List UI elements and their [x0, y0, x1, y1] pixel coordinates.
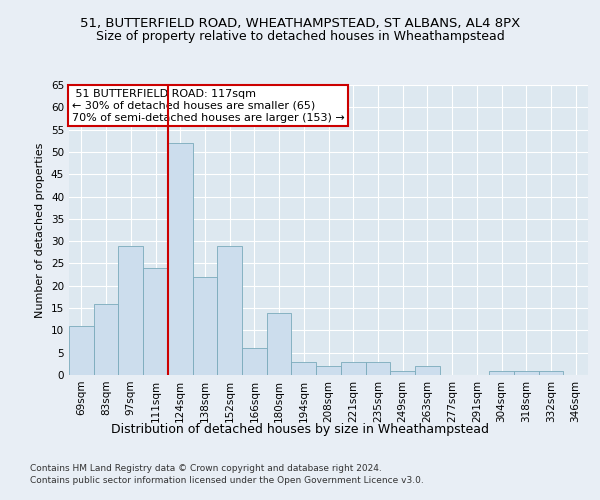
Text: Contains HM Land Registry data © Crown copyright and database right 2024.: Contains HM Land Registry data © Crown c…	[30, 464, 382, 473]
Bar	[390, 370, 415, 375]
Bar	[539, 370, 563, 375]
Bar	[267, 312, 292, 375]
Bar	[292, 362, 316, 375]
Bar	[168, 143, 193, 375]
Bar	[365, 362, 390, 375]
Text: Size of property relative to detached houses in Wheathampstead: Size of property relative to detached ho…	[95, 30, 505, 43]
Bar	[118, 246, 143, 375]
Bar	[242, 348, 267, 375]
Bar	[193, 277, 217, 375]
Text: 51, BUTTERFIELD ROAD, WHEATHAMPSTEAD, ST ALBANS, AL4 8PX: 51, BUTTERFIELD ROAD, WHEATHAMPSTEAD, ST…	[80, 18, 520, 30]
Text: Distribution of detached houses by size in Wheathampstead: Distribution of detached houses by size …	[111, 422, 489, 436]
Y-axis label: Number of detached properties: Number of detached properties	[35, 142, 46, 318]
Text: 51 BUTTERFIELD ROAD: 117sqm 
← 30% of detached houses are smaller (65)
70% of se: 51 BUTTERFIELD ROAD: 117sqm ← 30% of det…	[71, 90, 344, 122]
Bar	[415, 366, 440, 375]
Bar	[94, 304, 118, 375]
Bar	[316, 366, 341, 375]
Bar	[217, 246, 242, 375]
Bar	[514, 370, 539, 375]
Bar	[341, 362, 365, 375]
Bar	[143, 268, 168, 375]
Bar	[489, 370, 514, 375]
Bar	[69, 326, 94, 375]
Text: Contains public sector information licensed under the Open Government Licence v3: Contains public sector information licen…	[30, 476, 424, 485]
